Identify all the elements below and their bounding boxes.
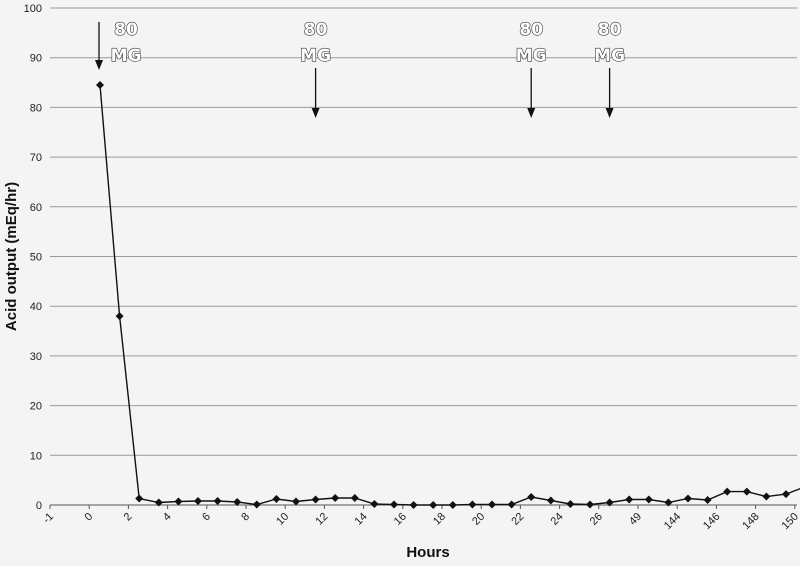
y-tick-40: 40 — [30, 301, 42, 313]
data-point-18 — [448, 501, 457, 509]
data-point-1 — [115, 312, 124, 321]
data-point-6 — [213, 497, 222, 506]
y-tick-90: 90 — [30, 53, 42, 65]
y-axis-title: Acid output (mEq/hr) — [3, 182, 20, 331]
data-point-5 — [194, 497, 202, 506]
annotation-dose-3: 80 — [598, 20, 622, 40]
y-tick-100: 100 — [24, 3, 42, 15]
y-tick-labels: 0 10 20 30 40 50 60 70 80 90 100 — [24, 3, 42, 512]
data-point-15 — [390, 500, 398, 509]
data-point-4 — [174, 497, 183, 506]
data-point-31 — [703, 496, 712, 505]
y-tick-30: 30 — [30, 351, 42, 363]
data-point-8 — [252, 500, 261, 509]
data-point-9 — [272, 495, 281, 504]
data-point-24 — [566, 500, 575, 509]
data-point-12 — [331, 494, 340, 503]
data-point-11 — [311, 495, 320, 504]
data-point-3 — [154, 498, 163, 507]
series-line — [96, 81, 800, 509]
x-axis-title: Hours — [406, 544, 449, 561]
annotation-dose-1: 80 — [304, 20, 328, 40]
data-point-14 — [370, 500, 379, 509]
annotation-arrow-head-3 — [605, 108, 614, 118]
data-point-21 — [507, 500, 516, 509]
data-point-22 — [527, 493, 536, 502]
data-point-26 — [605, 498, 614, 507]
annotation-arrow-head-1 — [311, 108, 320, 118]
annotation-dose-0: 80 — [114, 20, 138, 40]
data-point-35 — [782, 490, 790, 499]
grid-lines — [50, 7, 797, 456]
data-point-33 — [742, 487, 751, 496]
y-tick-70: 70 — [30, 152, 42, 164]
data-point-19 — [468, 500, 477, 509]
data-point-25 — [586, 500, 594, 509]
annotation-arrow-head-0 — [95, 60, 103, 70]
data-point-17 — [429, 501, 438, 509]
annotation-dose-2: 80 — [519, 20, 543, 40]
data-point-0 — [96, 81, 104, 90]
data-point-10 — [292, 497, 300, 506]
y-tick-0: 0 — [36, 500, 42, 512]
y-tick-60: 60 — [30, 202, 42, 214]
data-point-23 — [546, 496, 555, 505]
annotation-unit-0: MG — [111, 46, 142, 66]
data-point-20 — [488, 500, 496, 509]
y-tick-10: 10 — [30, 450, 42, 462]
annotation-unit-2: MG — [516, 46, 547, 66]
data-point-32 — [723, 487, 732, 496]
y-tick-20: 20 — [30, 401, 42, 413]
annotation-arrow-head-2 — [527, 108, 536, 118]
y-tick-50: 50 — [30, 252, 42, 264]
data-point-34 — [762, 492, 771, 501]
annotation-unit-3: MG — [594, 46, 625, 66]
data-point-28 — [644, 495, 653, 504]
y-tick-80: 80 — [30, 102, 42, 114]
annotation-unit-1: MG — [300, 46, 331, 66]
data-point-16 — [409, 501, 418, 509]
data-point-27 — [625, 495, 634, 504]
data-point-30 — [684, 494, 692, 503]
data-point-29 — [664, 498, 673, 507]
data-point-2 — [135, 494, 144, 503]
data-point-7 — [233, 498, 242, 507]
data-point-13 — [350, 494, 359, 503]
dose-annotations: 80 MG 80 MG 80 MG 80 MG — [95, 19, 626, 118]
